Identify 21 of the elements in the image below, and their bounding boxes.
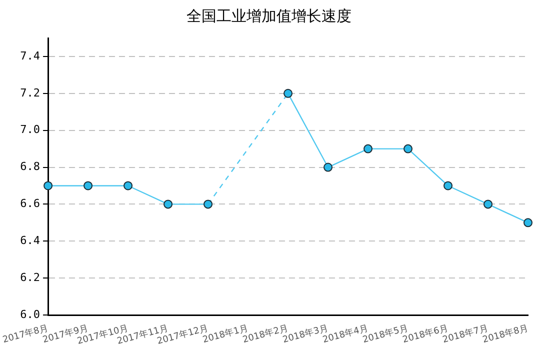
point bbox=[164, 200, 173, 209]
y-tick-label: 6.8 bbox=[20, 160, 40, 174]
y-tick-label: 6.2 bbox=[20, 270, 40, 284]
point bbox=[44, 181, 53, 190]
y-tick-label: 7.0 bbox=[20, 123, 40, 136]
y-tick-label: 6.4 bbox=[20, 234, 40, 248]
point bbox=[444, 181, 453, 190]
point bbox=[284, 88, 293, 98]
y-tick-label: 6.6 bbox=[20, 197, 40, 210]
point bbox=[524, 218, 532, 228]
point bbox=[84, 181, 93, 190]
y-tick-label: 6.0 bbox=[20, 308, 40, 321]
point bbox=[364, 144, 373, 154]
point bbox=[204, 200, 213, 209]
y-tick-label: 7.4 bbox=[20, 49, 40, 62]
point bbox=[404, 144, 413, 154]
point bbox=[484, 200, 493, 209]
y-tick-label: 7.2 bbox=[20, 86, 40, 100]
point bbox=[324, 162, 333, 172]
point bbox=[124, 181, 133, 190]
chart-title: 全国工业增加值增长速度 bbox=[186, 6, 352, 25]
